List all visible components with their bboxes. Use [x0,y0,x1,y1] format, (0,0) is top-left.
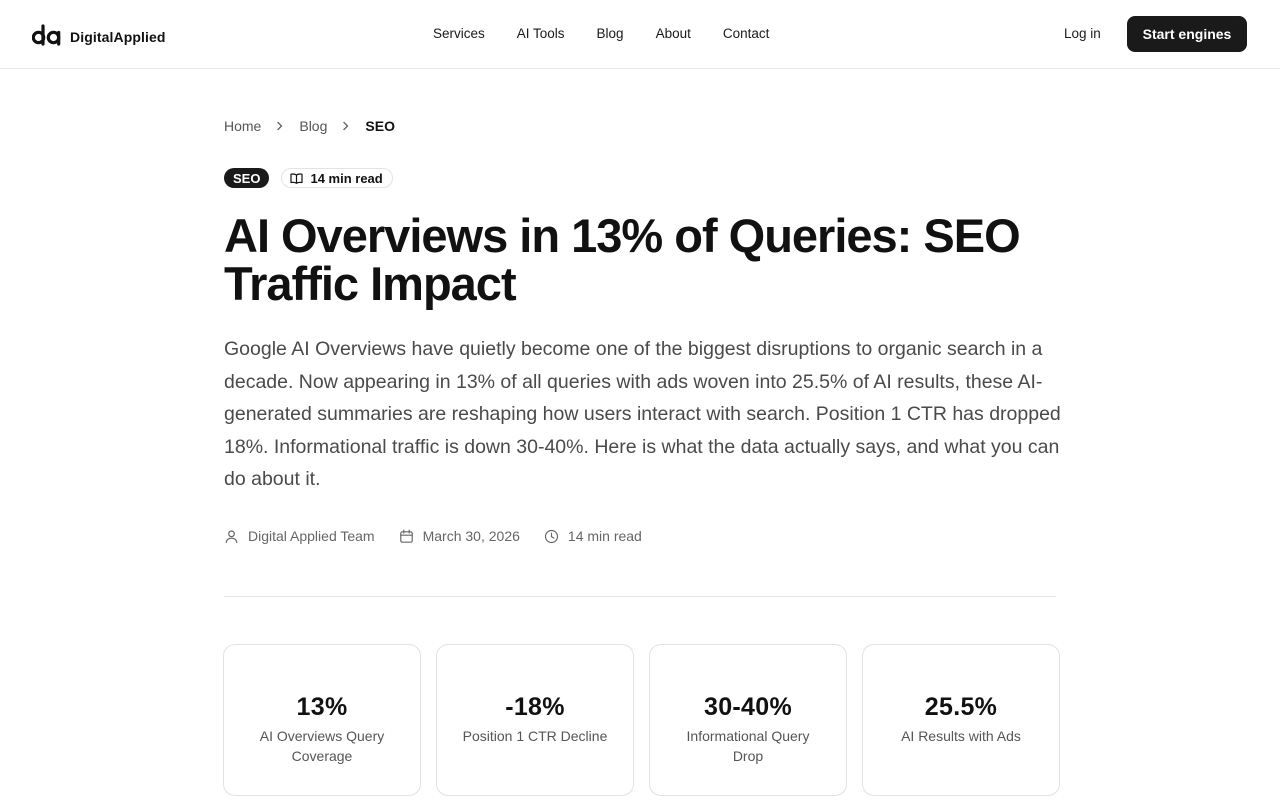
breadcrumb: Home Blog SEO [224,118,395,134]
chevron-right-icon [273,119,287,133]
breadcrumb-blog[interactable]: Blog [299,118,328,134]
start-engines-button[interactable]: Start engines [1127,16,1247,52]
stat-value: 30-40% [704,693,792,721]
stat-value: 25.5% [924,693,998,721]
nav-services[interactable]: Services [433,26,485,41]
book-open-icon [290,172,304,184]
meta-read-time-text: 14 min read [567,528,642,544]
read-time-text: 14 min read [310,170,383,186]
article-tags: SEO 14 min read [224,168,393,188]
article-meta: Digital Applied Team March 30, 2026 14 m… [224,528,666,544]
main-nav: Services AI Tools Blog About Contact [433,26,801,42]
article-lead: Google AI Overviews have quietly become … [224,338,1061,490]
chevron-right-icon [339,119,353,133]
nav-ai-tools[interactable]: AI Tools [516,26,565,41]
stat-card: -18% Position 1 CTR Decline [436,644,634,796]
stat-card: 25.5% AI Results with Ads [862,644,1060,796]
category-badge[interactable]: SEO [224,168,270,188]
stat-label: AI Results with Ads [901,728,1021,744]
stat-value: 13% [296,693,348,721]
logo-mark-icon [32,24,61,46]
stat-label: Informational Query Drop [686,728,810,764]
publish-date: March 30, 2026 [422,528,520,544]
stat-value: -18% [505,693,565,721]
section-divider [224,596,1056,597]
stat-label: Position 1 CTR Decline [462,728,608,744]
stat-label: AI Overviews Query Coverage [259,728,385,764]
read-time-badge: 14 min read [281,168,393,188]
clock-icon [544,529,559,543]
meta-read-time: 14 min read [544,528,642,544]
login-link[interactable]: Log in [1064,26,1101,41]
stat-card: 13% AI Overviews Query Coverage [223,644,421,796]
author-name: Digital Applied Team [248,528,375,544]
calendar-icon [399,529,413,543]
breadcrumb-home[interactable]: Home [224,118,262,134]
logo-link[interactable]: DigitalApplied [32,22,166,46]
stats-grid: 13% AI Overviews Query Coverage -18% Pos… [223,644,1060,796]
site-header: DigitalApplied Services AI Tools Blog Ab… [0,0,1280,69]
nav-blog[interactable]: Blog [596,26,624,41]
logo-text: DigitalApplied [70,29,166,45]
user-icon [225,529,238,543]
nav-about[interactable]: About [655,26,691,41]
article-title: AI Overviews in 13% of Queries: SEO Traf… [224,209,1021,310]
nav-contact[interactable]: Contact [722,26,770,41]
meta-date: March 30, 2026 [399,528,520,544]
stat-card: 30-40% Informational Query Drop [649,644,847,796]
meta-author: Digital Applied Team [224,528,375,544]
breadcrumb-current: SEO [365,118,395,134]
